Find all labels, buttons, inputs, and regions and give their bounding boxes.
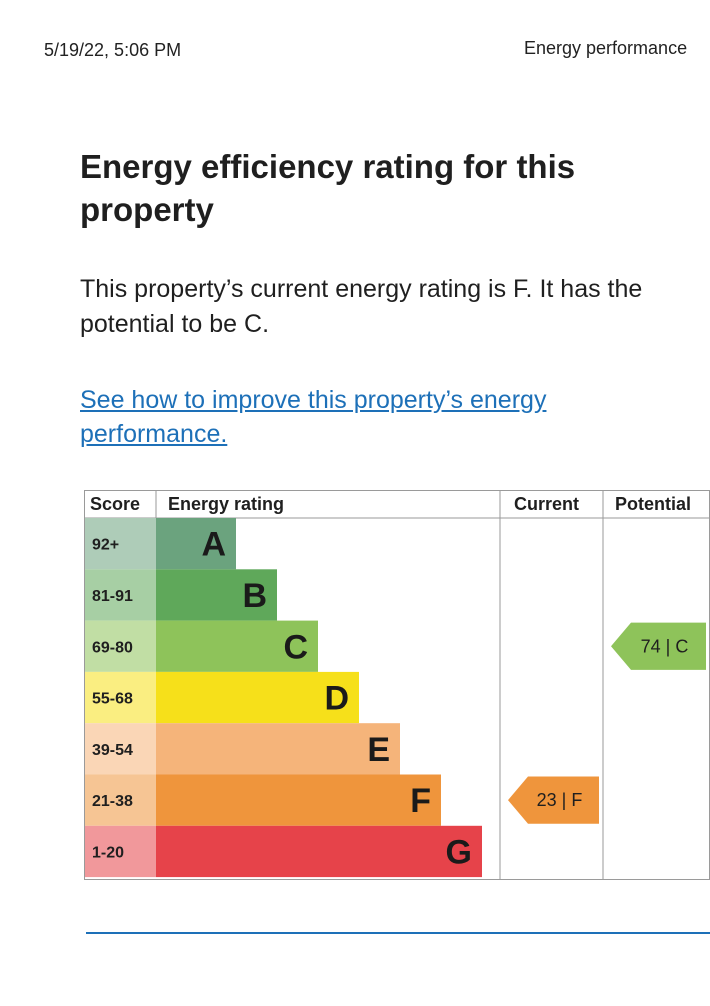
column-header-energy-rating: Energy rating bbox=[168, 494, 284, 514]
band-g-score-cell bbox=[85, 825, 156, 878]
column-header-potential: Potential bbox=[615, 494, 691, 514]
band-g-letter: G bbox=[446, 833, 472, 871]
band-b-score-range: 81-91 bbox=[92, 588, 133, 605]
current-rating-label: 23 | F bbox=[537, 790, 583, 810]
band-f-score-range: 21-38 bbox=[92, 793, 133, 810]
band-a-bar bbox=[156, 518, 236, 570]
band-b-bar bbox=[156, 569, 277, 621]
band-a-score-cell bbox=[85, 518, 156, 570]
band-d-score-cell bbox=[85, 671, 156, 724]
band-d-bar bbox=[156, 671, 359, 724]
potential-rating-arrow bbox=[611, 622, 706, 670]
column-header-score: Score bbox=[90, 494, 140, 514]
band-g-bar bbox=[156, 825, 482, 878]
potential-rating-label: 74 | C bbox=[641, 636, 689, 656]
band-c-bar bbox=[156, 620, 318, 672]
band-e-letter: E bbox=[367, 731, 390, 769]
band-c-letter: C bbox=[283, 628, 308, 666]
column-header-current: Current bbox=[514, 494, 579, 514]
band-g-score-range: 1-20 bbox=[92, 844, 124, 861]
section-divider bbox=[86, 932, 710, 934]
rating-summary: This property’s current energy rating is… bbox=[80, 275, 643, 338]
band-d-score-range: 55-68 bbox=[92, 691, 133, 708]
band-e-bar bbox=[156, 723, 400, 775]
band-d-letter: D bbox=[324, 680, 349, 718]
band-f-letter: F bbox=[410, 782, 431, 820]
improve-energy-link[interactable]: See how to improve this property’s energ… bbox=[80, 386, 547, 448]
band-e-score-cell bbox=[85, 723, 156, 775]
energy-rating-chart: Score Energy rating Current Potential 92+ A 81… bbox=[84, 490, 710, 880]
band-f-bar bbox=[156, 774, 441, 826]
print-date-time: 5/19/22, 5:06 PM bbox=[44, 40, 182, 60]
energy-rating-graph: Score Energy rating Current Potential 92+ A 81… bbox=[84, 490, 710, 880]
band-a-letter: A bbox=[201, 526, 226, 564]
band-b-score-cell bbox=[85, 569, 156, 621]
band-b-letter: B bbox=[242, 577, 267, 615]
band-f-score-cell bbox=[85, 774, 156, 826]
band-a-score-range: 92+ bbox=[92, 537, 119, 554]
current-rating-arrow bbox=[508, 776, 599, 824]
band-c-score-range: 69-80 bbox=[92, 639, 133, 656]
band-e-score-range: 39-54 bbox=[92, 742, 133, 759]
page-title: Energy efficiency rating for this proper… bbox=[80, 148, 576, 228]
print-document-title: Energy performance bbox=[524, 38, 688, 58]
band-c-score-cell bbox=[85, 620, 156, 672]
